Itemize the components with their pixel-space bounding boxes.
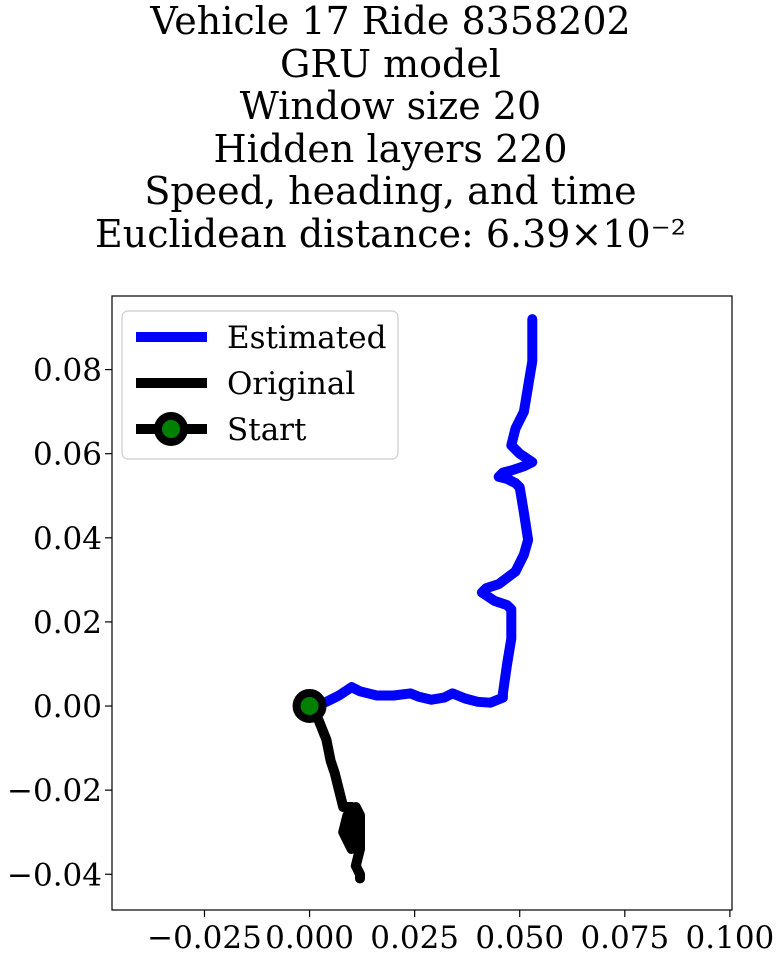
x-tick-label: 0.025 bbox=[370, 920, 459, 956]
y-tick-label: 0.02 bbox=[33, 605, 102, 641]
title-line-5: Speed, heading, and time bbox=[144, 169, 637, 213]
y-tick-label: 0.00 bbox=[33, 689, 102, 725]
legend-label-start: Start bbox=[227, 412, 307, 448]
axes-frame bbox=[111, 295, 733, 911]
chart-title: Vehicle 17 Ride 8358202 GRU model Window… bbox=[0, 0, 781, 255]
series-line-original bbox=[304, 701, 365, 884]
x-tick-label: 0.100 bbox=[686, 920, 775, 956]
x-tick-label: 0.075 bbox=[580, 920, 669, 956]
title-line-1: Vehicle 17 Ride 8358202 bbox=[150, 0, 631, 43]
series-line-estimated bbox=[304, 314, 538, 711]
y-tick-label: −0.04 bbox=[7, 857, 102, 893]
x-tick-label: −0.025 bbox=[147, 920, 262, 956]
legend-box bbox=[121, 310, 399, 460]
title-line-3: Window size 20 bbox=[239, 84, 542, 128]
start-marker bbox=[292, 689, 327, 724]
title-line-6: Euclidean distance: 6.39×10⁻² bbox=[95, 211, 686, 256]
legend: Estimated Original Start bbox=[121, 310, 399, 460]
y-tick-label: 0.08 bbox=[33, 353, 102, 389]
legend-label-original: Original bbox=[227, 366, 355, 402]
x-tick-label: 0.050 bbox=[475, 920, 564, 956]
ticks-layer: −0.025 0.000 0.025 0.050 0.075 0.100 0.08 0.06 0… bbox=[7, 353, 774, 956]
legend-label-estimated: Estimated bbox=[227, 320, 386, 356]
title-line-2: GRU model bbox=[280, 41, 501, 86]
series-layer bbox=[292, 314, 538, 884]
x-tick-label: 0.000 bbox=[265, 920, 354, 956]
legend-marker-start bbox=[154, 412, 188, 446]
y-tick-label: 0.06 bbox=[33, 437, 102, 473]
y-tick-label: 0.04 bbox=[33, 521, 102, 557]
y-tick-label: −0.02 bbox=[7, 773, 102, 809]
title-line-4: Hidden layers 220 bbox=[213, 126, 568, 171]
